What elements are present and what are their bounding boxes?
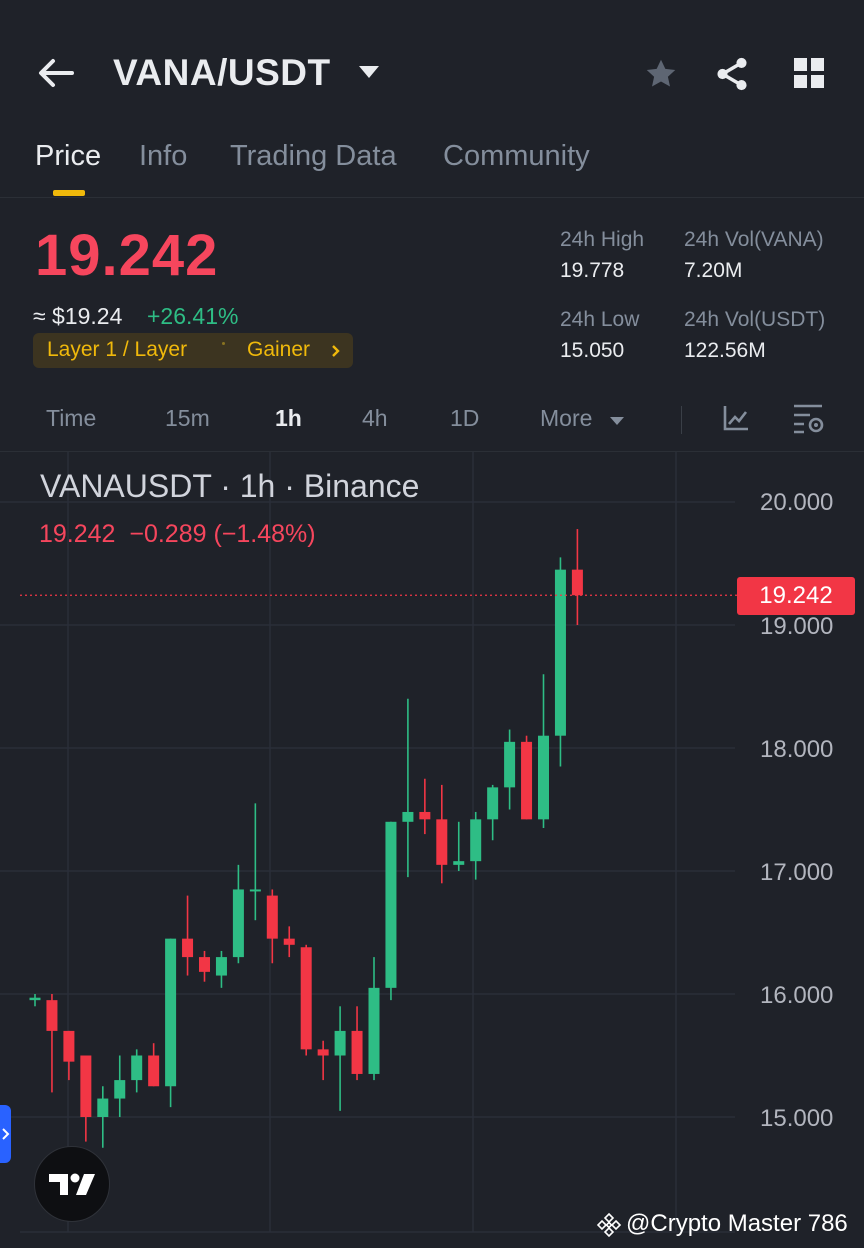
candle-body <box>199 957 210 972</box>
candle-body <box>114 1080 126 1099</box>
back-button[interactable] <box>36 56 76 90</box>
candle-body <box>46 1000 58 1031</box>
candle-body <box>538 735 549 820</box>
candle-body <box>165 938 177 1087</box>
tab-price[interactable]: Price <box>35 140 102 172</box>
y-tick-label: 18.000 <box>760 736 834 763</box>
favorite-button[interactable] <box>643 56 679 92</box>
back-arrow-icon <box>39 59 74 87</box>
candle-body <box>385 821 397 988</box>
chart-top-divider <box>0 451 864 452</box>
candle-body <box>300 947 312 1050</box>
caret-down-icon <box>609 413 625 425</box>
candle-body <box>29 997 41 1001</box>
indicator-button[interactable] <box>722 404 750 432</box>
toolbar-divider <box>681 406 682 434</box>
tf-1h[interactable]: 1h <box>275 405 302 431</box>
candle-body <box>554 569 566 736</box>
last-price: 19.242 <box>35 223 219 288</box>
tabs-divider <box>0 197 864 198</box>
tf-15m[interactable]: 15m <box>165 405 210 431</box>
watermark-text: @Crypto Master 786 <box>626 1210 848 1237</box>
candle-body <box>402 811 414 822</box>
candle-body <box>571 569 583 596</box>
tab-info[interactable]: Info <box>139 140 188 172</box>
candle-body <box>419 811 431 820</box>
candle-body <box>317 1049 329 1056</box>
candle-body <box>80 1055 92 1117</box>
candle-body <box>97 1098 109 1117</box>
tf-1d[interactable]: 1D <box>450 405 480 431</box>
ohlc-readout: 19.242 −0.289 (−1.48%) <box>39 520 316 548</box>
candle-body <box>249 889 261 892</box>
tradingview-logo-icon <box>49 1173 95 1195</box>
candle-body <box>436 819 448 865</box>
binance-logo-icon <box>596 1212 622 1238</box>
tab-community[interactable]: Community <box>443 140 590 172</box>
candle-body <box>521 741 533 820</box>
y-tick-label: 15.000 <box>760 1105 834 1132</box>
tf-time[interactable]: Time <box>46 405 97 431</box>
low-label: 24h Low <box>560 308 640 331</box>
tf-4h[interactable]: 4h <box>362 405 388 431</box>
candle-body <box>351 1030 363 1074</box>
candle-body <box>453 861 465 865</box>
tag-badge[interactable] <box>33 333 353 368</box>
y-tick-label: 16.000 <box>760 982 834 1009</box>
y-tick-label: 17.000 <box>760 859 834 886</box>
chart-indicator-icon <box>723 406 748 431</box>
candle-body <box>63 1030 75 1062</box>
candlestick-chart[interactable] <box>0 452 864 1248</box>
chart-title: VANAUSDT · 1h · Binance <box>40 468 420 504</box>
current-price-tag: 19.242 <box>737 577 855 615</box>
low-value: 15.050 <box>560 339 625 362</box>
active-tab-indicator <box>53 190 85 196</box>
y-tick-label: 19.000 <box>760 613 834 640</box>
layout-button[interactable] <box>793 57 825 89</box>
candle-body <box>182 938 194 958</box>
chart-settings-icon <box>794 404 824 434</box>
chart-settings-button[interactable] <box>792 403 826 435</box>
side-panel-handle[interactable] <box>0 1105 11 1163</box>
share-button[interactable] <box>713 55 751 93</box>
pair-selector[interactable] <box>357 64 381 80</box>
caret-down-icon <box>359 66 379 78</box>
high-value: 19.778 <box>560 259 625 282</box>
pair-title[interactable]: VANA/USDT <box>113 52 331 93</box>
candle-body <box>470 819 482 862</box>
chevron-right-icon <box>329 343 343 359</box>
usd-value: ≈ $19.24 <box>33 303 123 329</box>
high-label: 24h High <box>560 228 645 251</box>
chevron-right-icon <box>2 1128 10 1140</box>
tag-category: Layer 1 / Layer <box>47 338 188 361</box>
tag-rank: Gainer <box>247 338 311 361</box>
share-icon <box>717 57 747 91</box>
candle-body <box>504 741 516 788</box>
tf-more[interactable]: More <box>540 405 593 431</box>
candle-body <box>487 787 499 820</box>
candle-body <box>368 987 380 1074</box>
candle-body <box>148 1055 160 1087</box>
candle-body <box>215 957 227 976</box>
tag-separator <box>222 342 225 345</box>
candle-body <box>131 1055 143 1081</box>
tradingview-logo[interactable] <box>34 1146 110 1222</box>
star-icon <box>646 59 676 87</box>
candle-body <box>283 938 295 945</box>
candle-body <box>232 889 244 958</box>
vol-quote-label: 24h Vol(USDT) <box>684 308 826 331</box>
vol-quote-value: 122.56M <box>684 339 766 362</box>
candle-body <box>266 895 278 939</box>
candle-body <box>334 1030 346 1056</box>
vol-base-label: 24h Vol(VANA) <box>684 228 824 251</box>
change-percent: +26.41% <box>147 303 239 329</box>
tab-trading-data[interactable]: Trading Data <box>230 140 397 172</box>
vol-base-value: 7.20M <box>684 259 743 282</box>
grid-icon <box>794 58 824 88</box>
y-tick-label: 20.000 <box>760 489 834 516</box>
